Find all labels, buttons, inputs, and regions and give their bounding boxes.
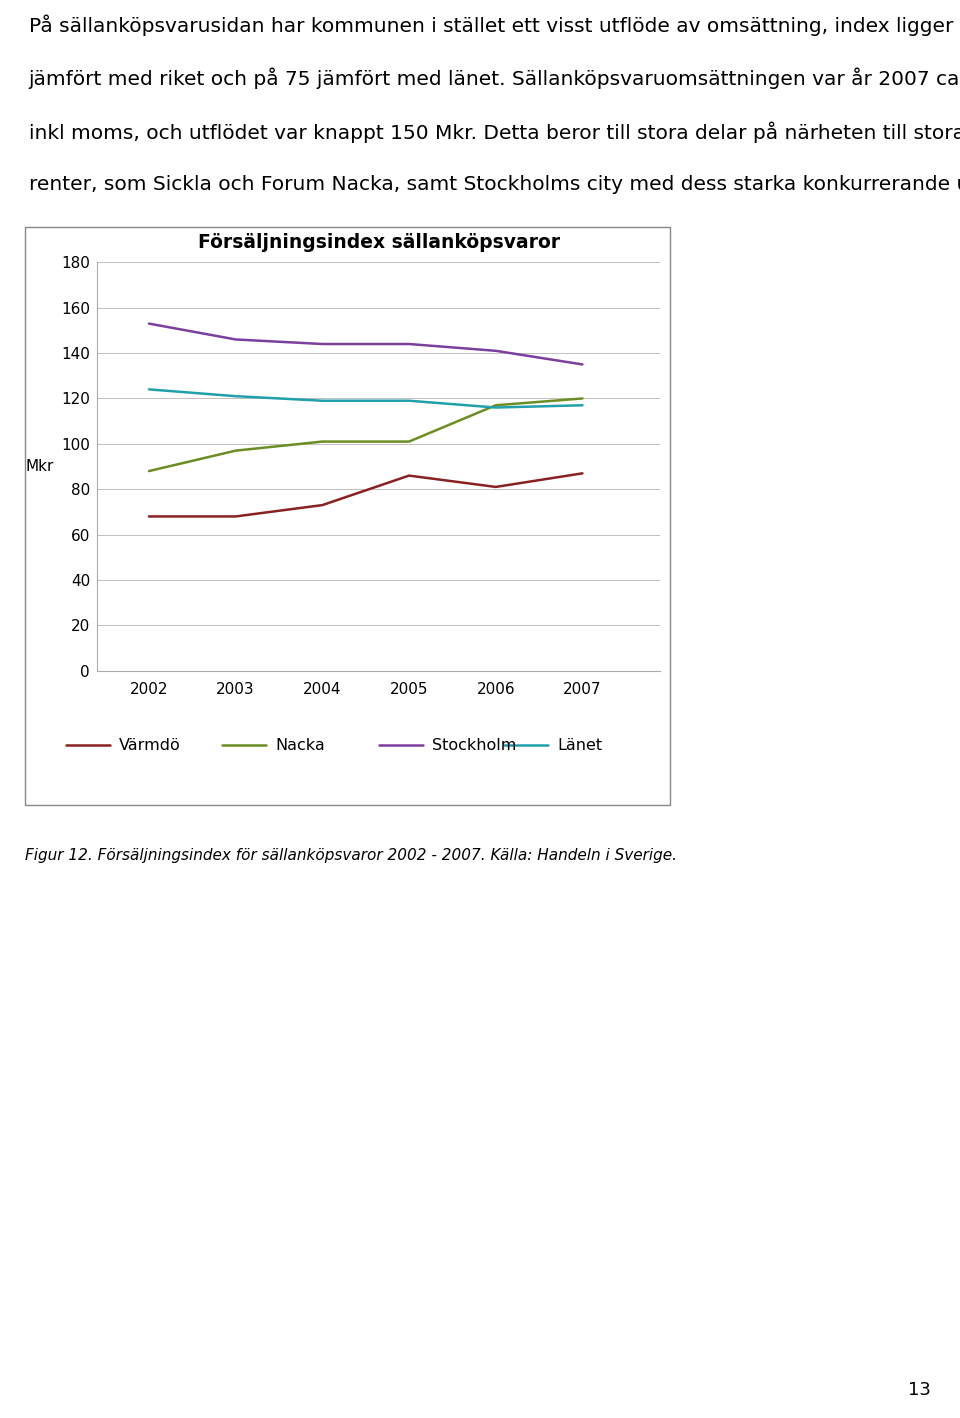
Text: jämfört med riket och på 75 jämfört med länet. Sällanköpsvaruomsättningen var år: jämfört med riket och på 75 jämfört med …	[29, 68, 960, 89]
Text: Stockholm: Stockholm	[432, 737, 516, 753]
Y-axis label: Mkr: Mkr	[26, 459, 55, 474]
Text: Länet: Länet	[557, 737, 602, 753]
Text: renter, som Sickla och Forum Nacka, samt Stockholms city med dess starka konkurr: renter, som Sickla och Forum Nacka, samt…	[29, 174, 960, 193]
Text: Nacka: Nacka	[276, 737, 325, 753]
Text: På sällanköpsvarusidan har kommunen i stället ett visst utflöde av omsättning, i: På sällanköpsvarusidan har kommunen i st…	[29, 14, 960, 35]
Text: Värmdö: Värmdö	[119, 737, 180, 753]
Text: Figur 12. Försäljningsindex för sällanköpsvaror 2002 - 2007. Källa: Handeln i Sv: Figur 12. Försäljningsindex för sällankö…	[25, 848, 677, 862]
Text: inkl moms, och utflödet var knappt 150 Mkr. Detta beror till stora delar på närh: inkl moms, och utflödet var knappt 150 M…	[29, 121, 960, 143]
Title: Försäljningsindex sällanköpsvaror: Försäljningsindex sällanköpsvaror	[198, 234, 560, 252]
Text: 13: 13	[908, 1381, 931, 1398]
